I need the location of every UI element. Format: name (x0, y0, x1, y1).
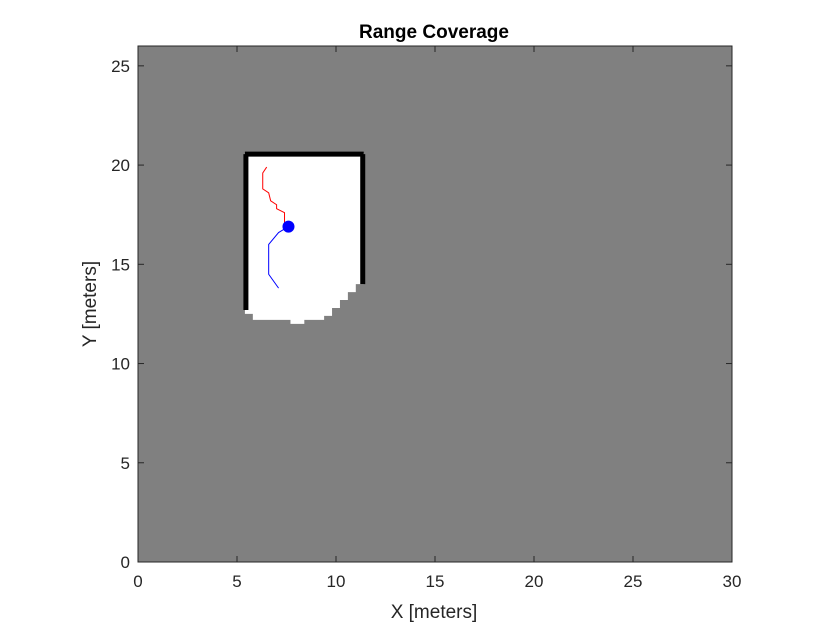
plot-area (137, 45, 733, 563)
chart-title: Range Coverage (359, 22, 509, 43)
x-tick-label: 20 (525, 572, 544, 591)
past-path-line (262, 166, 289, 227)
free-space-region (244, 153, 364, 324)
x-tick-label: 15 (426, 572, 445, 591)
y-tick-label: 0 (121, 553, 130, 572)
robot-marker (282, 220, 295, 233)
y-axis-label: Y [meters] (80, 261, 101, 347)
x-axis-label: X [meters] (391, 602, 478, 623)
y-tick-label: 20 (111, 156, 130, 175)
x-tick-label: 0 (133, 572, 142, 591)
x-tick-label: 30 (723, 572, 742, 591)
y-tick-label: 10 (111, 355, 130, 374)
x-axis: 0 5 10 15 20 25 30 (133, 46, 741, 591)
planned-path-line (268, 226, 289, 289)
y-axis: 0 5 10 15 20 25 (111, 57, 732, 572)
unknown-space (138, 46, 732, 562)
y-tick-label: 15 (111, 255, 130, 274)
y-tick-label: 25 (111, 57, 130, 76)
x-tick-label: 5 (232, 572, 241, 591)
x-tick-label: 10 (327, 572, 346, 591)
y-tick-label: 5 (121, 454, 130, 473)
x-tick-label: 25 (624, 572, 643, 591)
